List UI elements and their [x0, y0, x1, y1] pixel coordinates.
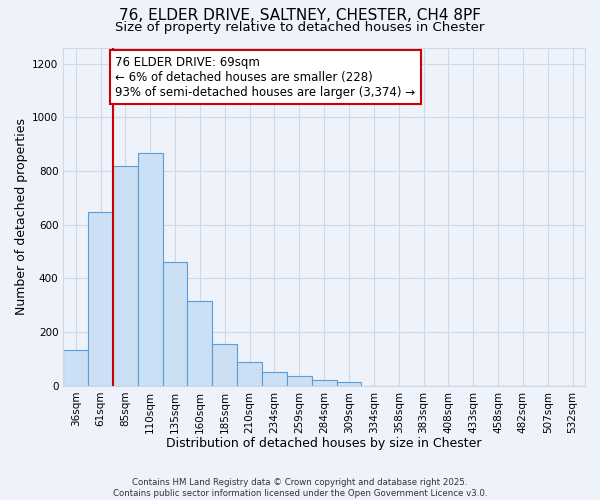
Bar	[337, 382, 361, 386]
Bar	[262, 372, 287, 386]
Bar	[312, 380, 337, 386]
Text: 76, ELDER DRIVE, SALTNEY, CHESTER, CH4 8PF: 76, ELDER DRIVE, SALTNEY, CHESTER, CH4 8…	[119, 8, 481, 22]
Text: Size of property relative to detached houses in Chester: Size of property relative to detached ho…	[115, 22, 485, 35]
Bar	[63, 350, 88, 386]
Bar	[88, 212, 113, 386]
Bar	[237, 362, 262, 386]
Bar	[287, 376, 312, 386]
Bar	[187, 302, 212, 386]
X-axis label: Distribution of detached houses by size in Chester: Distribution of detached houses by size …	[166, 437, 482, 450]
Text: 76 ELDER DRIVE: 69sqm
← 6% of detached houses are smaller (228)
93% of semi-deta: 76 ELDER DRIVE: 69sqm ← 6% of detached h…	[115, 56, 416, 98]
Y-axis label: Number of detached properties: Number of detached properties	[15, 118, 28, 315]
Bar	[138, 153, 163, 386]
Bar	[113, 166, 138, 386]
Text: Contains HM Land Registry data © Crown copyright and database right 2025.
Contai: Contains HM Land Registry data © Crown c…	[113, 478, 487, 498]
Bar	[163, 262, 187, 386]
Bar	[212, 344, 237, 386]
